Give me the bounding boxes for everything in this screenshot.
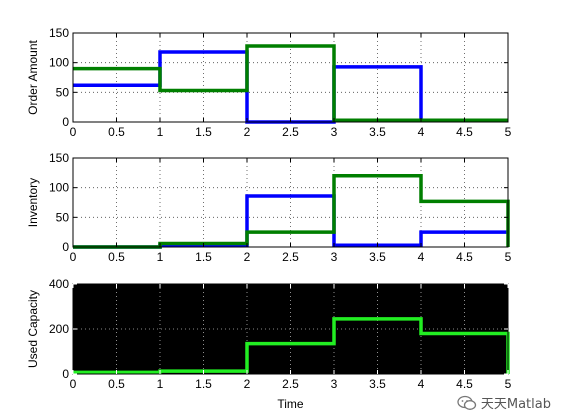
y-tick-label: 0 xyxy=(62,240,69,254)
x-tick-label: 5 xyxy=(505,250,512,264)
x-tick-label: 3 xyxy=(331,250,338,264)
x-tick-label: 2 xyxy=(244,125,251,139)
y-tick-label: 50 xyxy=(56,210,70,224)
x-tick-label: 0.5 xyxy=(108,125,125,139)
y-tick-label: 400 xyxy=(49,277,69,291)
x-tick-label: 2 xyxy=(244,377,251,391)
x-tick-label: 4 xyxy=(418,377,425,391)
x-tick-label: 0.5 xyxy=(108,377,125,391)
x-tick-label: 0 xyxy=(70,250,77,264)
x-tick-label: 3.5 xyxy=(369,250,386,264)
x-tick-label: 3 xyxy=(331,125,338,139)
y-axis-label: Order Amount xyxy=(26,39,40,114)
y-axis-label: Inventory xyxy=(26,178,40,227)
x-tick-label: 0.5 xyxy=(108,250,125,264)
x-tick-label: 1 xyxy=(157,250,164,264)
x-tick-label: 4 xyxy=(418,250,425,264)
y-tick-label: 150 xyxy=(49,26,69,40)
y-tick-label: 0 xyxy=(62,367,69,381)
y-tick-label: 200 xyxy=(49,322,69,336)
x-tick-label: 1 xyxy=(157,377,164,391)
y-tick-label: 150 xyxy=(49,151,69,165)
x-tick-label: 2.5 xyxy=(282,250,299,264)
x-tick-label: 5 xyxy=(505,125,512,139)
subplot-3: 0 0.5 1 1.5 2 2.5 3 3.5 4 4.5 5 0 200 400 Used Capacit… xyxy=(26,277,512,411)
x-tick-label: 1.5 xyxy=(195,250,212,264)
x-tick-label: 4.5 xyxy=(456,125,473,139)
x-tick-label: 0 xyxy=(70,125,77,139)
x-tick-label: 2 xyxy=(244,250,251,264)
watermark: 天天Matlab xyxy=(457,393,551,412)
y-tick-label: 100 xyxy=(49,56,69,70)
x-tick-label: 3.5 xyxy=(369,125,386,139)
x-tick-label: 4.5 xyxy=(456,250,473,264)
x-tick-label: 1.5 xyxy=(195,377,212,391)
x-tick-label: 0 xyxy=(70,377,77,391)
y-tick-label: 100 xyxy=(49,181,69,195)
x-tick-label: 1.5 xyxy=(195,125,212,139)
series-2-line xyxy=(73,44,508,122)
y-tick-label: 50 xyxy=(56,85,70,99)
y-axis-label: Used Capacity xyxy=(26,290,40,368)
x-axis-label: Time xyxy=(277,397,304,411)
x-tick-label: 3.5 xyxy=(369,377,386,391)
wechat-icon xyxy=(457,395,477,410)
x-tick-label: 4 xyxy=(418,125,425,139)
x-tick-label: 1 xyxy=(157,125,164,139)
watermark-text: 天天Matlab xyxy=(480,397,551,412)
x-tick-label: 2.5 xyxy=(282,125,299,139)
y-tick-label: 0 xyxy=(62,115,69,129)
x-tick-label: 5 xyxy=(505,377,512,391)
x-tick-label: 4.5 xyxy=(456,377,473,391)
x-tick-label: 3 xyxy=(331,377,338,391)
x-tick-label: 2.5 xyxy=(282,377,299,391)
